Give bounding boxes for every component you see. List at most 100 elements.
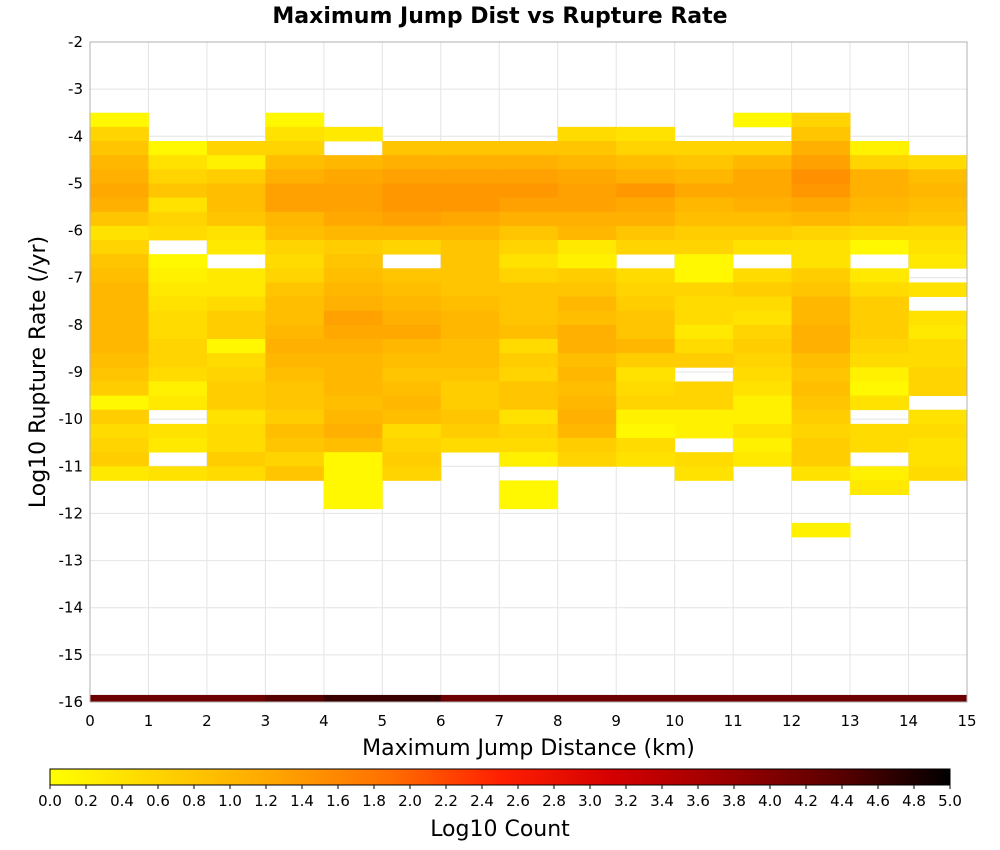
heatmap-cell xyxy=(440,197,500,213)
heatmap-cell xyxy=(557,197,617,213)
heatmap-cell xyxy=(323,126,383,142)
heatmap-cell xyxy=(206,141,266,156)
heatmap-cell xyxy=(499,141,559,156)
heatmap-cell xyxy=(323,324,383,340)
heatmap-cell xyxy=(382,353,442,368)
colorbar-tick-label: 3.4 xyxy=(650,792,674,810)
x-tick-label: 8 xyxy=(553,712,563,730)
colorbar-tick-label: 2.2 xyxy=(434,792,458,810)
heatmap-cell xyxy=(90,211,149,227)
x-tick-label: 4 xyxy=(319,712,329,730)
colorbar-tick-label: 4.0 xyxy=(758,792,782,810)
heatmap-cell xyxy=(499,282,559,297)
x-tick-label: 15 xyxy=(957,712,976,730)
colorbar-tick-label: 5.0 xyxy=(938,792,962,810)
colorbar-tick-label: 4.4 xyxy=(830,792,854,810)
heatmap-cell xyxy=(206,225,266,241)
colorbar-tick-label: 0.0 xyxy=(38,792,62,810)
heatmap-cell xyxy=(674,381,734,396)
heatmap-cell xyxy=(499,310,559,326)
heatmap-cell xyxy=(499,183,559,198)
heatmap-cell xyxy=(440,395,500,411)
heatmap-cell xyxy=(499,381,559,396)
heatmap-cell xyxy=(148,183,208,198)
heatmap-cell xyxy=(323,183,383,198)
heatmap-cell xyxy=(440,353,500,368)
heatmap-cell xyxy=(206,395,266,411)
heatmap-cell xyxy=(674,452,734,467)
heatmap-cell xyxy=(674,466,734,481)
heatmap-cell xyxy=(382,423,442,439)
heatmap-cell xyxy=(674,211,734,227)
colorbar-tick-label: 1.2 xyxy=(254,792,278,810)
heatmap-cell xyxy=(206,296,266,312)
heatmap-cell xyxy=(382,395,442,411)
heatmap-cell xyxy=(733,395,792,411)
heatmap-cell xyxy=(148,155,208,170)
heatmap-cell xyxy=(499,480,559,495)
heatmap-cell xyxy=(674,282,734,297)
heatmap-cell xyxy=(616,438,676,453)
heatmap-cell xyxy=(733,197,792,213)
x-tick-label: 14 xyxy=(899,712,918,730)
y-tick-label: -5 xyxy=(68,174,83,192)
heatmap-cell xyxy=(850,310,909,326)
colorbar-tick-label: 2.4 xyxy=(470,792,494,810)
colorbar-tick-label: 1.4 xyxy=(290,792,314,810)
heatmap-cell xyxy=(674,268,734,283)
heatmap-cell xyxy=(557,282,617,297)
heatmap-cell xyxy=(733,240,792,255)
heatmap-cell xyxy=(499,254,559,269)
heatmap-cell xyxy=(382,310,442,326)
heatmap-cell xyxy=(850,339,909,354)
heatmap-cell xyxy=(674,240,734,255)
heatmap-cell xyxy=(499,367,559,382)
heatmap-cell xyxy=(265,197,325,213)
heatmap-cell xyxy=(323,367,383,382)
heatmap-cell xyxy=(557,423,617,439)
heatmap-cell xyxy=(616,452,676,467)
heatmap-cell xyxy=(850,438,909,453)
heatmap-cell xyxy=(674,409,734,425)
heatmap-cell xyxy=(674,395,734,411)
heatmap-cell xyxy=(674,254,734,269)
y-tick-label: -16 xyxy=(59,693,84,711)
heatmap-cell-bottom xyxy=(616,694,676,702)
heatmap-cell xyxy=(850,225,909,241)
heatmap-cell xyxy=(908,324,968,340)
heatmap-cell xyxy=(908,254,968,269)
heatmap-cell xyxy=(733,282,792,297)
heatmap-cell xyxy=(323,438,383,453)
heatmap-cell xyxy=(908,423,968,439)
heatmap-cell xyxy=(148,367,208,382)
heatmap-cell xyxy=(908,155,968,170)
heatmap-cell xyxy=(499,339,559,354)
heatmap-cell xyxy=(791,395,851,411)
heatmap-cell xyxy=(557,141,617,156)
x-tick-label: 1 xyxy=(144,712,154,730)
heatmap-cell xyxy=(791,112,851,128)
heatmap-cell xyxy=(382,155,442,170)
heatmap-cell xyxy=(616,339,676,354)
heatmap-cell xyxy=(499,395,559,411)
colorbar-tick-label: 1.0 xyxy=(218,792,242,810)
heatmap-cell xyxy=(908,438,968,453)
heatmap-cell xyxy=(265,141,325,156)
heatmap-cell xyxy=(557,155,617,170)
heatmap-cell xyxy=(616,324,676,340)
heatmap-cell xyxy=(908,169,968,184)
plot-border xyxy=(89,41,968,703)
heatmap-cell xyxy=(206,310,266,326)
heatmap-cell xyxy=(265,423,325,439)
heatmap-cell xyxy=(90,268,149,283)
heatmap-cell xyxy=(908,367,968,382)
heatmap-cell xyxy=(499,438,559,453)
y-tick-label: -13 xyxy=(59,552,84,570)
heatmap-cell xyxy=(265,169,325,184)
heatmap-cell xyxy=(382,452,442,467)
heatmap-cell xyxy=(733,211,792,227)
colorbar-tick-label: 4.2 xyxy=(794,792,818,810)
heatmap-cell xyxy=(499,225,559,241)
heatmap-cell xyxy=(850,381,909,396)
heatmap-cell xyxy=(206,438,266,453)
